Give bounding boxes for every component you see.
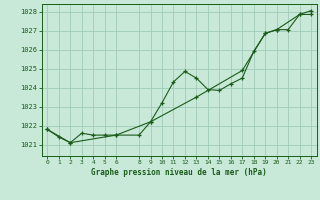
X-axis label: Graphe pression niveau de la mer (hPa): Graphe pression niveau de la mer (hPa) [91, 168, 267, 177]
